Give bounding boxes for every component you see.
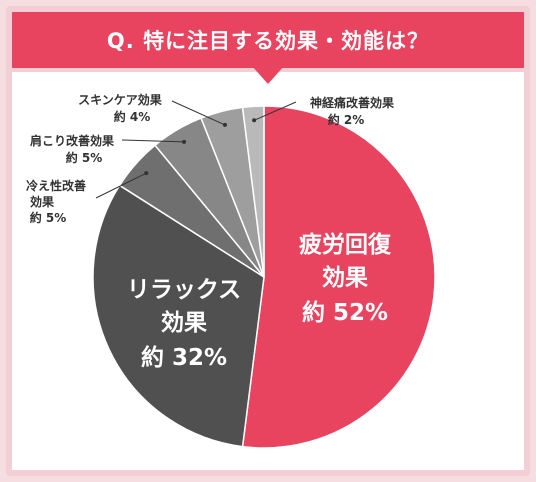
pie-slice-fatigue-recovery <box>241 105 436 449</box>
slice-label-stiff-shoulder: 肩こり改善効果 <box>30 133 114 148</box>
leader-lines <box>95 100 297 199</box>
pie-slices <box>92 105 436 449</box>
question-banner: Q. 特に注目する効果・効能は？ <box>12 12 524 68</box>
leader-line-stiff-shoulder <box>121 139 185 143</box>
slice-value-relaxation: 約 32% <box>141 344 227 371</box>
leader-line-poor-circulation <box>95 172 147 199</box>
slice-value-fatigue-recovery: 約 52% <box>302 299 388 326</box>
slice-value-neuralgia: 約 2% <box>328 112 365 127</box>
slice-label-neuralgia: 神経痛改善効果 <box>310 95 394 110</box>
slice-label-fatigue-recovery-suffix: 効果 <box>322 264 368 291</box>
slice-label-skincare: スキンケア効果 <box>78 92 162 107</box>
slice-label-relaxation-suffix: 効果 <box>161 309 207 336</box>
slice-label-fatigue-recovery: 疲労回復 <box>299 231 392 258</box>
slice-label-poor-circulation: 冷え性改善 <box>26 178 86 193</box>
slice-label-poor-circulation-suffix: 効果 <box>30 194 54 209</box>
slice-value-stiff-shoulder: 約 5% <box>66 150 103 165</box>
slice-value-poor-circulation: 約 5% <box>30 210 67 225</box>
leader-line-neuralgia <box>253 101 297 121</box>
banner-pointer <box>252 66 284 84</box>
question-title: Q. 特に注目する効果・効能は？ <box>106 29 430 53</box>
pie-slice-neuralgia <box>241 105 265 278</box>
leader-line-skincare <box>171 100 226 126</box>
slice-value-skincare: 約 4% <box>114 109 151 124</box>
slice-label-relaxation: リラックス <box>127 277 241 303</box>
